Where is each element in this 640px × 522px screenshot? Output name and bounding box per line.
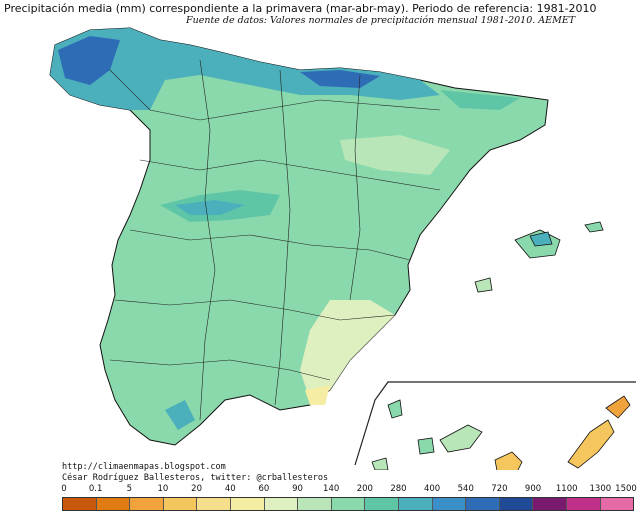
very-dry-almeria [305, 385, 330, 405]
legend-swatch [398, 498, 433, 510]
legend-label: 1100 [555, 484, 578, 494]
legend-label: 140 [323, 484, 340, 494]
legend-label: 0.1 [88, 484, 103, 494]
precipitation-map [49, 27, 636, 470]
legend-swatch [432, 498, 467, 510]
pyrenees-wet [440, 90, 520, 110]
legend-label: 280 [390, 484, 407, 494]
dry-southeast [300, 300, 395, 400]
very-wet-galicia [58, 36, 120, 85]
legend-swatch [533, 498, 567, 510]
credit-author: César Rodríguez Ballesteros, twitter: @c… [62, 473, 329, 483]
legend-label: 400 [423, 484, 441, 494]
legend-label: 900 [524, 484, 542, 494]
legend-swatch [163, 498, 198, 510]
legend-swatch [230, 498, 265, 510]
color-legend: 0 0.1 5 10 20 40 60 90 140 200 280 400 540 720 900 1100… [61, 484, 637, 522]
balearic-islands [474, 221, 604, 293]
legend-label: 200 [356, 484, 373, 494]
map-title: Precipitación media (mm) correspondiente… [4, 2, 597, 15]
legend-label: 0 [61, 484, 67, 494]
legend-label: 1300 [589, 484, 612, 494]
legend-label: 20 [191, 484, 202, 494]
legend-swatch [197, 498, 231, 510]
legend-swatch [298, 498, 332, 510]
credit-url: http://climaenmapas.blogspot.com [62, 462, 226, 472]
canary-inset-frame [354, 381, 636, 466]
data-source: Fuente de datos: Valores normales de pre… [186, 15, 576, 26]
legend-swatch [566, 498, 601, 510]
legend-swatch [63, 498, 97, 510]
province-borders [109, 59, 441, 421]
canary-islands [371, 395, 631, 470]
legend-swatch [264, 498, 299, 510]
legend-label: 60 [258, 484, 270, 494]
grazalema-wet [165, 400, 195, 430]
sierra-de-gredos-wet [175, 200, 245, 215]
legend-label: 720 [491, 484, 508, 494]
wet-north-region [50, 28, 440, 110]
legend-bar [62, 497, 634, 511]
legend-swatch [96, 498, 131, 510]
legend-labels: 0 0.1 5 10 20 40 60 90 140 200 280 400 540 720 900 1100… [61, 484, 637, 496]
legend-label: 1500 [615, 484, 637, 494]
legend-swatch [130, 498, 164, 510]
legend-swatch [466, 498, 500, 510]
ebro-valley [340, 135, 450, 175]
legend-swatch [365, 498, 399, 510]
legend-label: 10 [157, 484, 169, 494]
very-wet-cantabria [300, 70, 380, 88]
legend-label: 40 [224, 484, 236, 494]
legend-label: 90 [292, 484, 303, 494]
legend-swatch [331, 498, 366, 510]
legend-swatch [499, 498, 534, 510]
legend-label: 5 [126, 484, 132, 494]
legend-label: 540 [457, 484, 474, 494]
legend-swatch [600, 498, 634, 510]
